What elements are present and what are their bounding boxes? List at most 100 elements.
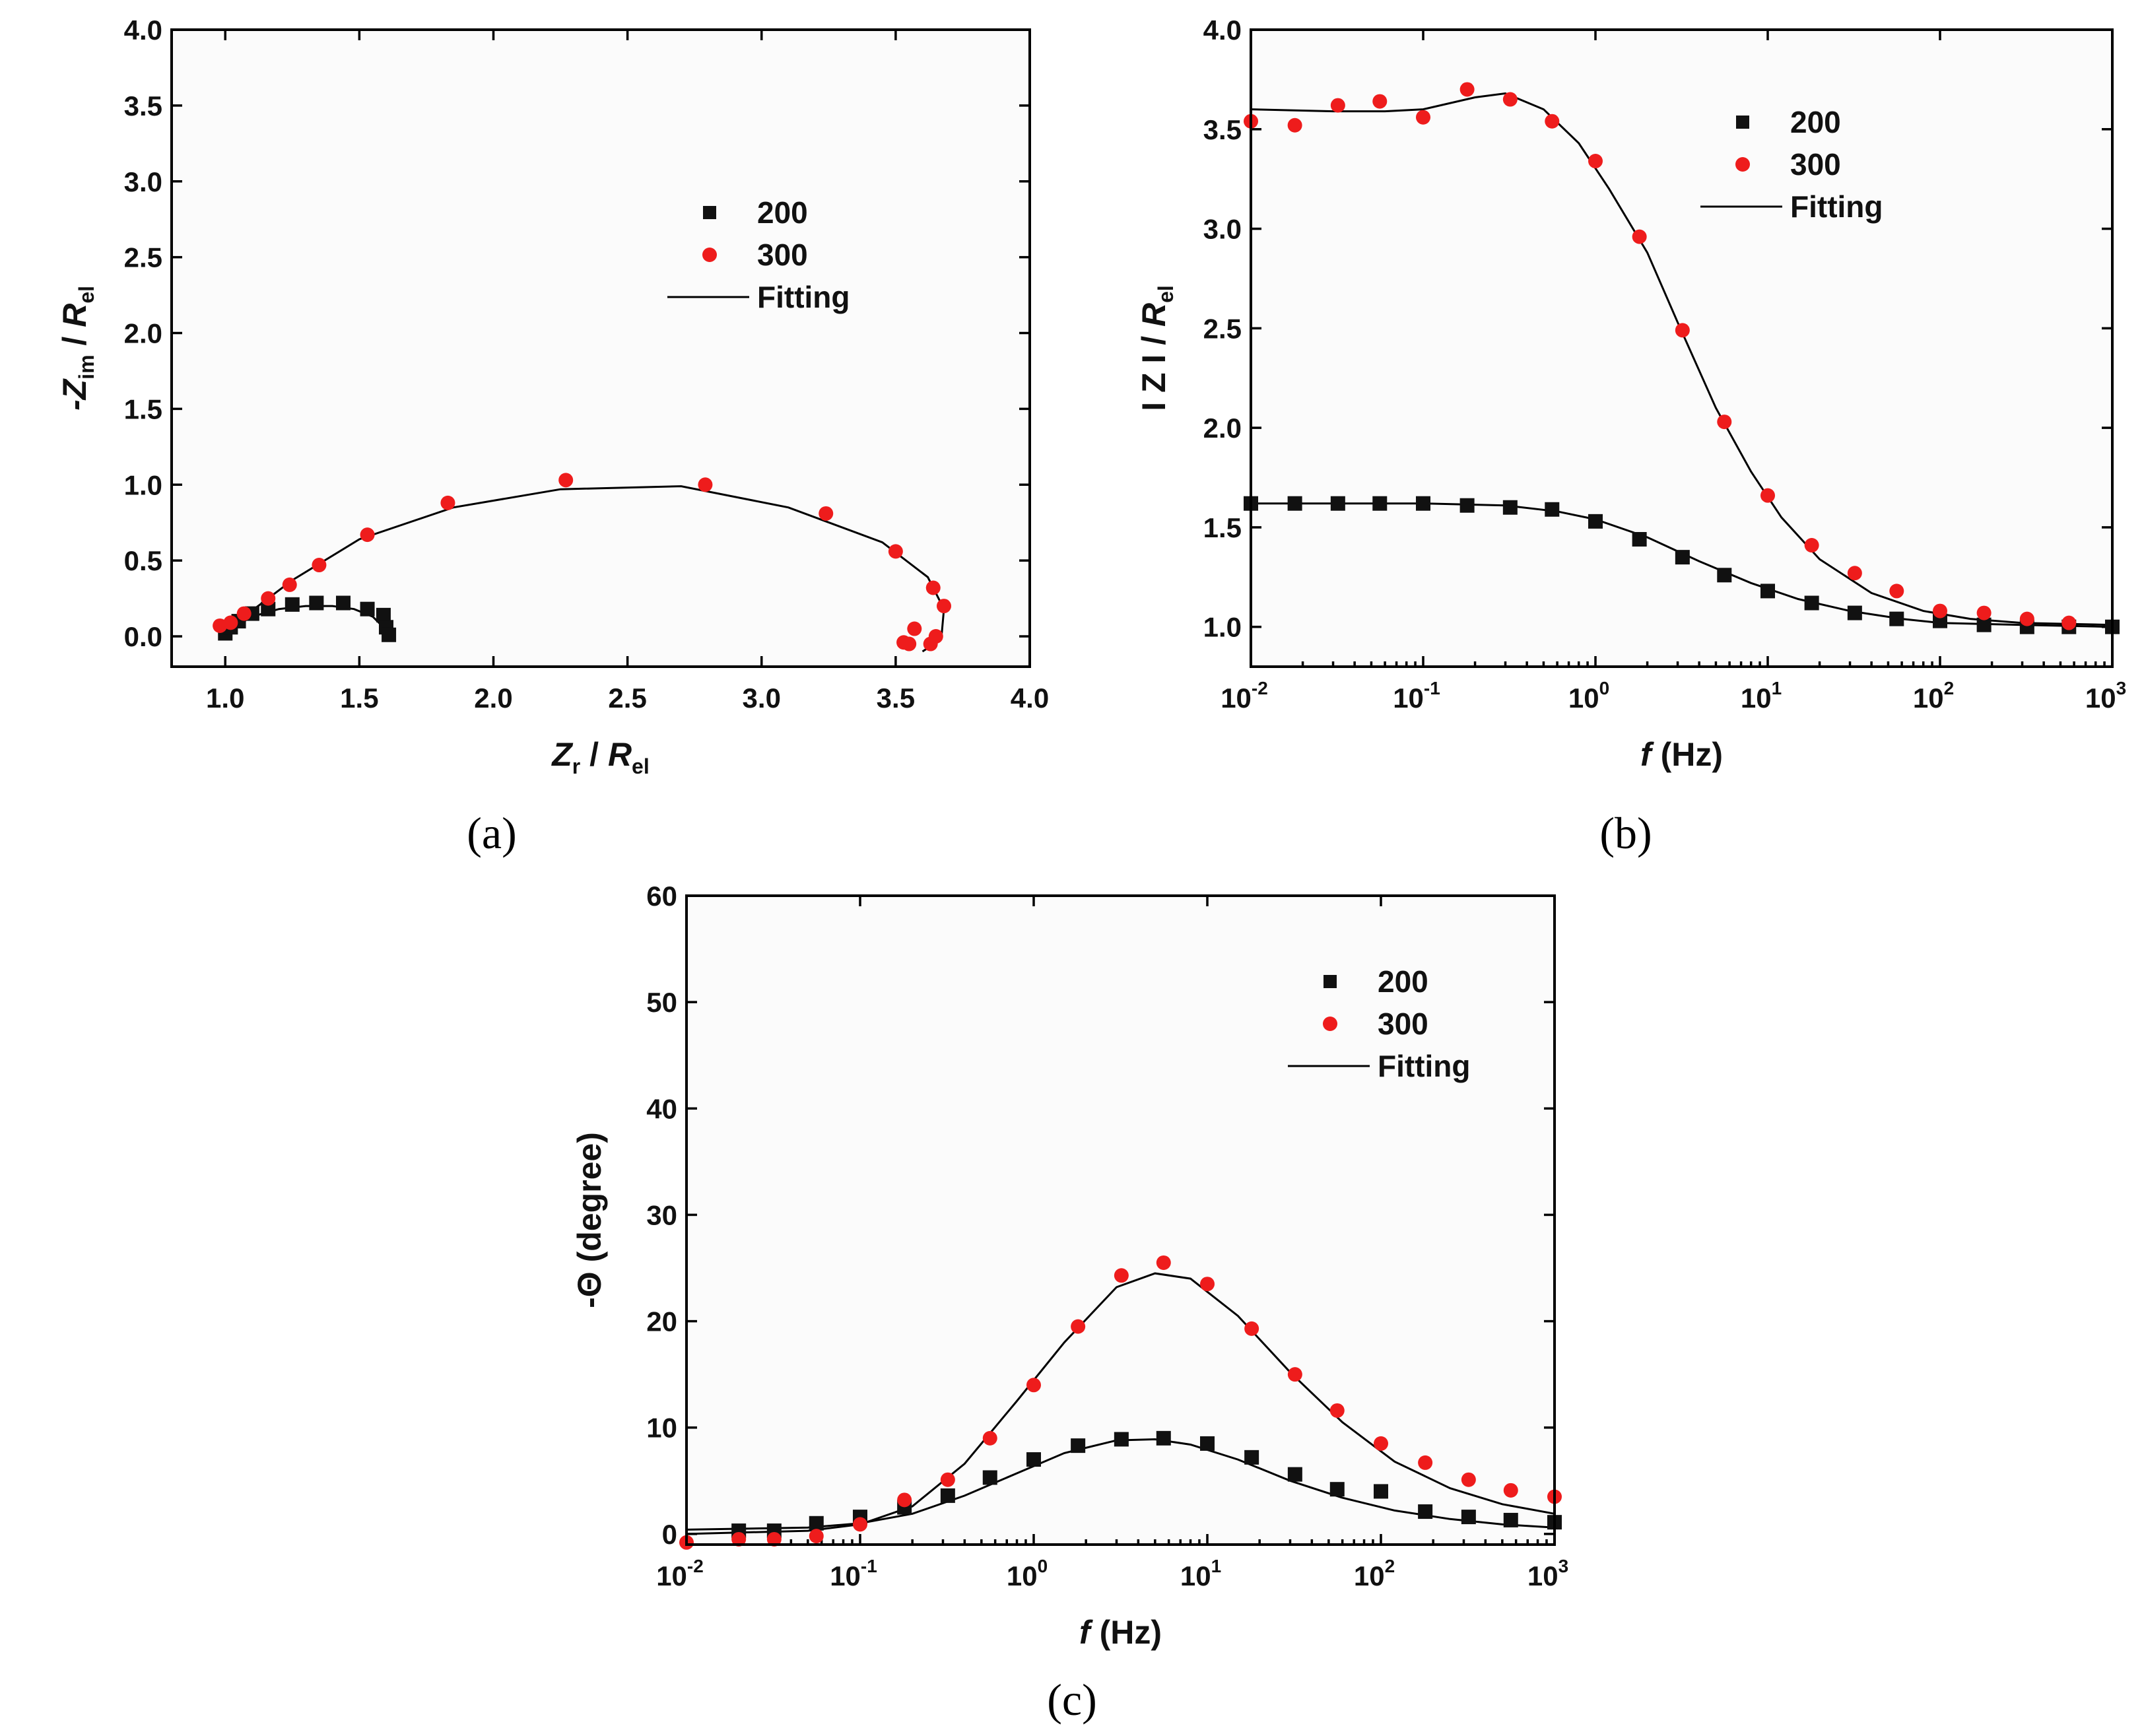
data-point-200	[1976, 617, 1992, 632]
data-point-300	[1330, 98, 1345, 113]
data-point-300	[923, 636, 938, 651]
data-point-300	[1632, 229, 1647, 244]
data-point-300	[223, 615, 238, 630]
y-tick-label: 2.0	[124, 318, 162, 349]
plot-frame	[685, 894, 1556, 1546]
data-point-300	[2061, 615, 2077, 630]
data-point-300	[236, 606, 251, 621]
x-tick-base: 10	[2085, 683, 2116, 714]
y-tick-label: 1.0	[1203, 612, 1242, 643]
x-label-f: f	[1640, 736, 1654, 773]
legend-marker-300	[1735, 157, 1750, 172]
x-tick-label: 103	[1527, 1556, 1568, 1591]
x-tick-exponent: -1	[1424, 678, 1440, 698]
panel-c-chart: 10-2 10-1 100 101 102 1030102030405060200300F…	[571, 881, 1568, 1651]
y-tick-label: 3.5	[124, 90, 162, 121]
y-tick-label: 4.0	[1203, 15, 1242, 46]
fitting-line	[1250, 92, 2113, 626]
x-tick-exponent: 2	[1385, 1556, 1395, 1576]
x-tick-exponent: 1	[1772, 678, 1782, 698]
x-tick-exponent: 3	[1558, 1556, 1569, 1576]
data-point-300	[937, 599, 951, 614]
x-label-unit: (Hz)	[1090, 1614, 1162, 1651]
x-tick-base: 10	[1180, 1560, 1211, 1591]
x-tick-label: 101	[1180, 1556, 1221, 1591]
data-point-200	[940, 1488, 955, 1503]
y-tick-label: 10	[646, 1413, 677, 1444]
y-tick-label: 1.5	[124, 393, 162, 424]
x-tick-base: 10	[830, 1560, 861, 1591]
x-tick-label: 10-1	[1393, 678, 1440, 714]
x-tick-base: 10	[1913, 683, 1944, 714]
x-tick-label: 2.0	[474, 683, 512, 714]
panel-b-chart: 10-2 10-1 100 101 102 1031.01.52.02.53.03.54.…	[1135, 15, 2126, 773]
x-tick-exponent: -2	[1252, 678, 1268, 698]
data-point-300	[1933, 603, 1947, 618]
data-point-200	[1632, 532, 1647, 547]
y-label-r: R	[56, 304, 93, 327]
caption-c: (c)	[1047, 1675, 1096, 1725]
y-tick-label: 2.5	[1203, 313, 1242, 344]
y-label-z: -Z	[56, 378, 93, 411]
data-point-200	[1675, 550, 1690, 565]
y-tick-label: 3.0	[1203, 214, 1242, 245]
data-point-300	[1372, 94, 1388, 109]
data-point-300	[1760, 488, 1775, 503]
y-tick-label: 1.0	[124, 469, 162, 500]
x-tick-label: 103	[2085, 678, 2126, 714]
data-point-200	[360, 601, 375, 617]
data-point-200	[1071, 1438, 1086, 1453]
data-point-300	[558, 473, 574, 488]
legend-label-200: 200	[1378, 964, 1428, 999]
x-label-r: R	[608, 736, 632, 773]
data-point-300	[853, 1517, 867, 1532]
plot-area	[172, 30, 1030, 667]
data-point-200	[376, 607, 391, 622]
x-tick-label: 10-1	[830, 1556, 877, 1591]
data-point-300	[940, 1472, 955, 1487]
data-point-300	[1459, 82, 1475, 97]
data-point-200	[1502, 500, 1518, 515]
data-point-200	[1847, 605, 1862, 620]
x-tick-exponent: -1	[861, 1556, 877, 1576]
y-tick-label: 3.0	[124, 166, 162, 197]
data-point-300	[2019, 611, 2034, 626]
data-point-200	[1416, 496, 1430, 511]
legend-marker-200	[703, 206, 716, 219]
data-point-300	[809, 1529, 824, 1544]
data-point-300	[888, 544, 903, 559]
data-point-200	[336, 595, 351, 611]
legend-marker-200	[1323, 975, 1337, 988]
x-tick-exponent: 0	[1599, 678, 1610, 698]
panel-a-chart: 1.0 1.5 2.0 2.5 3.0 3.5 4.0 0.0 0.5 1.0 1.5 2.0 2.5 3…	[56, 15, 1049, 778]
caption-b: (b)	[1599, 808, 1652, 858]
x-tick-base: 10	[1393, 683, 1424, 714]
data-point-300	[1976, 605, 1992, 620]
fitting-line	[686, 1272, 1555, 1535]
x-tick-base: 10	[1527, 1560, 1558, 1591]
y-tick-label: 30	[646, 1199, 677, 1230]
legend-label-200: 200	[1790, 105, 1841, 139]
data-point-300	[1114, 1268, 1129, 1283]
data-point-300	[1889, 584, 1904, 599]
data-point-300	[902, 636, 917, 651]
y-label-slash: /	[56, 327, 93, 355]
y-label-r-sub: el	[75, 286, 98, 304]
data-point-200	[1717, 568, 1732, 583]
y-tick-label: 3.5	[1203, 114, 1242, 145]
data-point-200	[1330, 496, 1345, 511]
data-point-300	[1374, 1436, 1388, 1451]
data-point-300	[261, 591, 276, 606]
data-point-200	[1287, 496, 1302, 511]
data-point-300	[1287, 1367, 1302, 1382]
y-label-r-sub: el	[1154, 285, 1178, 303]
x-tick-exponent: 3	[2116, 678, 2127, 698]
y-axis-label: -Zim / Rel	[56, 286, 98, 411]
y-tick-label: 0.5	[124, 545, 162, 576]
x-tick-label: 100	[1007, 1556, 1048, 1591]
data-point-200	[382, 627, 397, 642]
y-tick-label: 0	[662, 1519, 677, 1550]
data-point-300	[897, 1492, 912, 1508]
data-point-300	[907, 621, 922, 636]
x-tick-label: 102	[1354, 1556, 1395, 1591]
